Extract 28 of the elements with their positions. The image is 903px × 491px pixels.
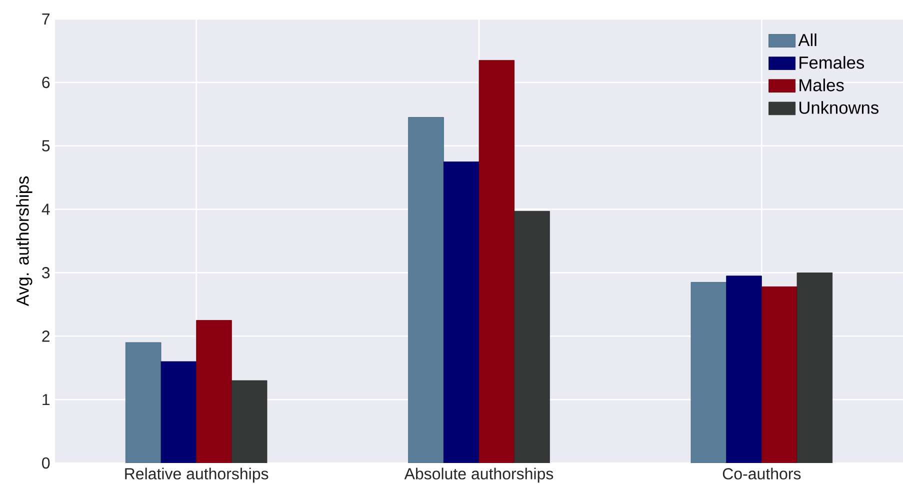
bar xyxy=(443,162,480,463)
bar xyxy=(125,342,162,463)
y-tick-label: 0 xyxy=(42,457,50,469)
bar xyxy=(160,361,197,463)
bar xyxy=(690,282,727,463)
bar xyxy=(796,272,833,463)
bar xyxy=(761,286,798,463)
y-tick-label: 1 xyxy=(42,394,50,406)
y-tick-label: 7 xyxy=(42,14,50,24)
x-tick-label: Co-authors xyxy=(722,468,801,480)
legend-label: All xyxy=(798,33,816,46)
y-tick-label: 2 xyxy=(42,330,50,342)
y-tick-label: 3 xyxy=(42,267,50,278)
bar xyxy=(726,276,762,463)
y-axis-title: Avg. authorships xyxy=(16,176,32,306)
legend-label: Females xyxy=(800,56,864,69)
x-tick-label: Absolute authorships xyxy=(404,468,554,483)
bar xyxy=(408,117,444,463)
bar xyxy=(478,60,515,463)
y-tick-label: 6 xyxy=(42,76,50,88)
bar xyxy=(514,210,550,463)
bar xyxy=(196,320,232,463)
bar xyxy=(231,380,268,463)
legend-label: Males xyxy=(800,78,844,92)
y-tick-label: 5 xyxy=(42,140,50,152)
y-tick-label: 4 xyxy=(42,204,50,215)
legend-label: Unknowns xyxy=(800,101,878,114)
x-tick-label: Relative authorships xyxy=(125,468,268,483)
